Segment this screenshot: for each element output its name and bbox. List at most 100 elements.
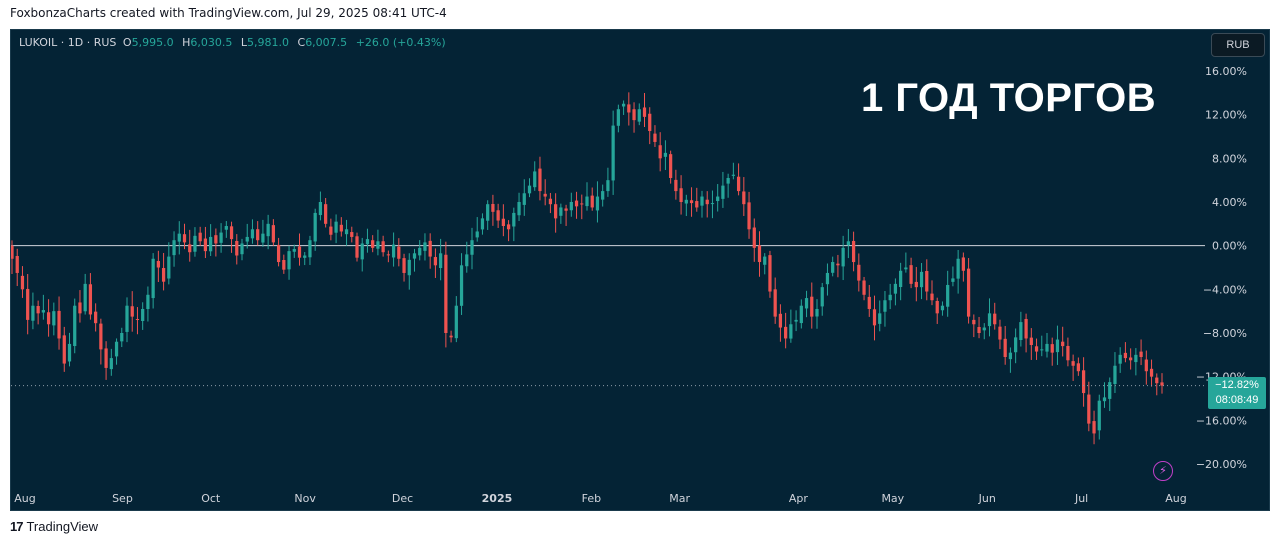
candle [303,252,307,266]
candle [1045,332,1049,358]
candle [381,235,385,257]
candle [266,214,270,250]
candle [585,182,589,211]
currency-button[interactable]: RUB [1211,33,1265,57]
y-tick-label: 16.00% [1205,65,1247,78]
candle [496,203,500,228]
candle [538,156,542,201]
candle [402,253,406,282]
candle [1008,347,1013,373]
candle [245,223,249,249]
candle [88,273,93,320]
candle [156,250,160,282]
candle [506,220,511,242]
candle [695,187,699,212]
candle [1160,373,1164,394]
close-value: 6,007.5 [305,36,348,49]
candle [104,341,108,380]
candle [951,266,955,287]
candle [240,238,244,261]
candle [899,262,903,301]
candle [334,214,338,244]
tradingview-logo[interactable]: 17 TradingView [10,519,98,534]
candle [919,263,924,300]
candle [94,303,98,332]
symbol-legend: LUKOIL · 1D · RUS O5,995.0 H6,030.5 L5,9… [19,36,451,49]
candle [188,229,192,262]
candle [700,190,704,218]
candle [841,235,845,281]
x-tick-label: Jul [1074,492,1088,505]
candle [554,193,558,233]
candle [705,191,709,218]
candle [1003,326,1007,365]
candle [1071,354,1075,381]
x-tick-label: Feb [582,492,601,505]
candle [810,282,814,329]
candle [512,207,516,242]
candle [904,252,908,273]
candlestick-chart[interactable]: 16.00% 12.00% 8.00% 4.00% 0.00% −4.00% −8.00% −… [11,30,1270,511]
candle [757,231,762,277]
low-label: L [240,36,247,49]
candle [1149,359,1154,387]
candle [1123,342,1128,363]
candle [141,302,145,330]
candle [20,266,25,298]
candle [99,318,103,365]
candle [209,224,213,256]
candle [271,219,275,246]
candle [611,110,615,195]
x-tick-label: Apr [789,492,809,505]
candle [773,277,777,324]
x-tick-label: Sep [112,492,133,505]
open-value: 5,995.0 [131,36,174,49]
y-tick-label: −20.00% [1196,458,1247,471]
candle [820,282,824,316]
candle [172,231,176,267]
candle [1014,328,1018,364]
candle [198,226,202,246]
candle [527,178,532,198]
candle [439,238,443,281]
candle [83,273,87,315]
candle [151,253,155,309]
candle [459,253,464,315]
candle [784,312,788,349]
candle [46,299,51,337]
candle [914,266,918,302]
candle [433,248,438,278]
y-tick-label: 4.00% [1212,196,1247,209]
candle [120,327,124,348]
high-value: 6,030.5 [190,36,233,49]
symbol-title: LUKOIL · 1D · RUS [19,36,117,49]
candle [778,304,783,342]
candle [669,150,673,184]
candle [878,300,882,332]
candle [324,197,328,228]
candle [214,228,218,257]
x-tick-label: Dec [392,492,413,505]
candle [909,257,913,289]
candle [768,250,772,298]
candle [1081,357,1086,407]
candle [993,302,997,330]
x-tick-label: Jun [978,492,996,505]
candle [883,290,887,327]
candle [57,296,61,350]
candle [182,223,187,250]
chart-panel[interactable]: 16.00% 12.00% 8.00% 4.00% 0.00% −4.00% −8.00% −… [10,29,1270,511]
candle [350,226,354,243]
lightning-icon[interactable]: ⚡ [1153,461,1173,481]
candle [930,280,934,306]
candle [11,240,14,274]
high-label: H [182,36,191,49]
candle [726,173,730,198]
candle [1029,328,1033,360]
candle [642,92,647,127]
candle [41,294,45,320]
candle [224,221,228,238]
candle [721,171,725,208]
candle [1155,373,1159,396]
candle [428,233,432,269]
